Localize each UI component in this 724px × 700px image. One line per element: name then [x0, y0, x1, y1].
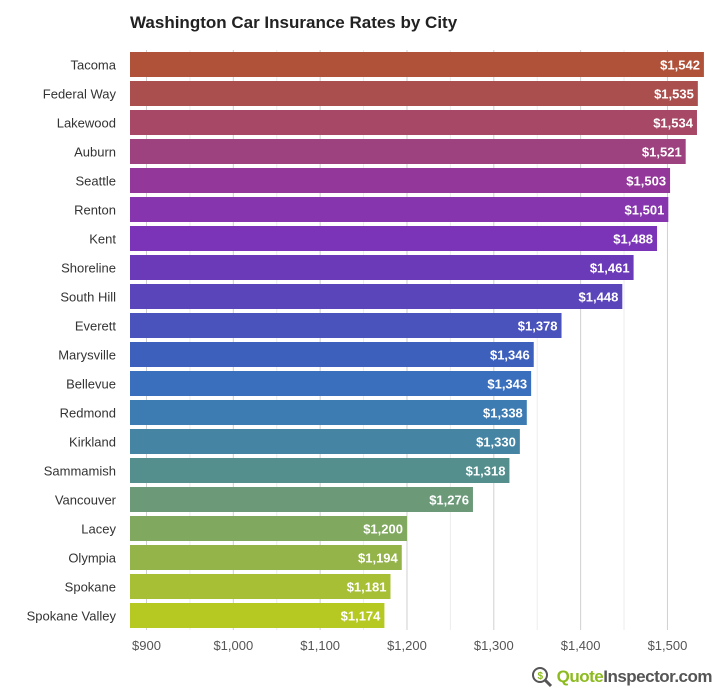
data-label: $1,346: [490, 348, 530, 363]
bar: [130, 197, 669, 222]
bar: [130, 487, 473, 512]
category-label: Everett: [75, 319, 117, 334]
data-label: $1,542: [660, 58, 700, 73]
chart-title: Washington Car Insurance Rates by City: [130, 13, 458, 32]
data-label: $1,194: [358, 551, 399, 566]
data-label: $1,174: [341, 609, 382, 624]
category-label: Lakewood: [57, 116, 116, 131]
data-label: $1,488: [613, 232, 653, 247]
category-label: Sammamish: [44, 464, 116, 479]
svg-text:$: $: [537, 671, 543, 682]
bar: [130, 139, 686, 164]
bar: [130, 371, 532, 396]
data-label: $1,534: [653, 116, 694, 131]
bar: [130, 429, 520, 454]
bar: [130, 516, 407, 541]
category-label: Shoreline: [61, 261, 116, 276]
category-label: Tacoma: [70, 58, 116, 73]
bar: [130, 81, 698, 106]
data-label: $1,378: [518, 319, 558, 334]
category-label: Renton: [74, 203, 116, 218]
category-label: Olympia: [68, 551, 116, 566]
x-tick-label: $1,400: [561, 638, 601, 653]
x-tick-label: $1,300: [474, 638, 514, 653]
category-label: Kirkland: [69, 435, 116, 450]
category-label: Spokane Valley: [27, 609, 117, 624]
category-label: Lacey: [81, 522, 116, 537]
category-label: Redmond: [60, 406, 116, 421]
data-label: $1,276: [429, 493, 469, 508]
data-label: $1,338: [483, 406, 523, 421]
category-label: Kent: [89, 232, 116, 247]
data-label: $1,501: [625, 203, 665, 218]
data-label: $1,535: [654, 87, 694, 102]
bar: [130, 110, 697, 135]
bar: [130, 52, 704, 77]
category-label: Auburn: [74, 145, 116, 160]
bar: [130, 545, 402, 570]
bar: [130, 400, 527, 425]
data-label: $1,318: [466, 464, 506, 479]
bar: [130, 226, 658, 251]
data-label: $1,181: [347, 580, 387, 595]
bar: [130, 168, 671, 193]
logo-text-quote: Quote: [556, 667, 604, 686]
category-label: Seattle: [76, 174, 116, 189]
category-label: Marysville: [58, 348, 116, 363]
category-label: South Hill: [60, 290, 116, 305]
quoteinspector-logo: $ QuoteInspector.com: [531, 666, 712, 688]
x-tick-label: $900: [132, 638, 161, 653]
data-label: $1,448: [579, 290, 619, 305]
bar: [130, 458, 510, 483]
bar: [130, 313, 562, 338]
magnifier-dollar-icon: $: [531, 667, 552, 688]
data-label: $1,521: [642, 145, 682, 160]
data-label: $1,461: [590, 261, 630, 276]
bar: [130, 603, 385, 628]
category-label: Federal Way: [43, 87, 117, 102]
logo-text-inspector: Inspector.com: [603, 667, 712, 686]
bar: [130, 574, 391, 599]
x-tick-label: $1,100: [300, 638, 340, 653]
data-label: $1,343: [487, 377, 527, 392]
data-label: $1,503: [626, 174, 666, 189]
x-tick-label: $1,000: [213, 638, 253, 653]
data-label: $1,200: [363, 522, 403, 537]
category-label: Spokane: [65, 580, 116, 595]
bar: [130, 342, 534, 367]
x-tick-label: $1,500: [648, 638, 688, 653]
bar: [130, 284, 623, 309]
bar: [130, 255, 634, 280]
data-label: $1,330: [476, 435, 516, 450]
x-tick-label: $1,200: [387, 638, 427, 653]
category-label: Bellevue: [66, 377, 116, 392]
category-label: Vancouver: [55, 493, 117, 508]
